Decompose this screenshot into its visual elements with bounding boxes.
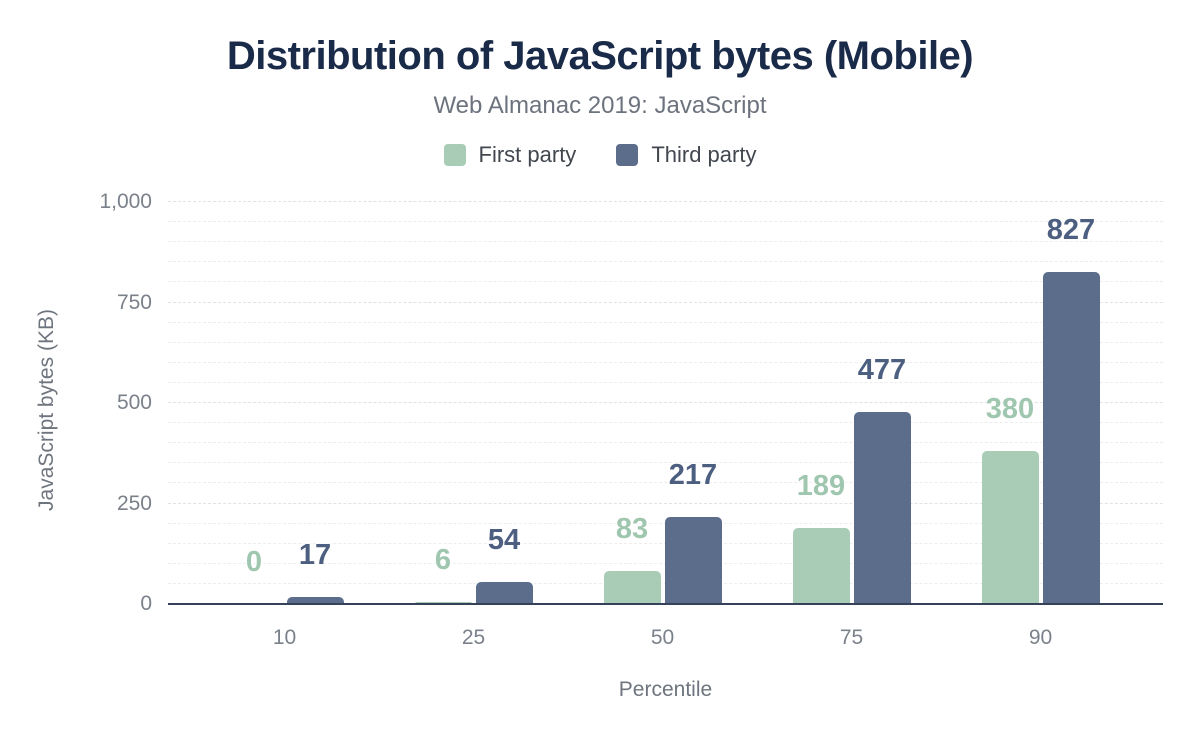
gridline <box>168 341 1163 343</box>
gridline <box>168 422 1163 424</box>
chart-title: Distribution of JavaScript bytes (Mobile… <box>226 34 974 78</box>
bar-value-label: 6 <box>434 543 452 576</box>
bar <box>1042 271 1100 604</box>
gridline <box>168 381 1163 383</box>
bar-value-label: 380 <box>985 393 1035 426</box>
x-tick-label: 50 <box>650 626 675 649</box>
bar <box>603 570 661 604</box>
gridline <box>168 321 1163 323</box>
gridline <box>168 442 1163 444</box>
bar-pair: 0 17 <box>190 202 379 604</box>
bar-column: 17 <box>286 202 344 604</box>
gridline <box>168 482 1163 484</box>
gridline <box>168 201 1163 202</box>
plot-bands: 0 17 10 6 54 25 83 217 50 189 477 75 380 827 90 <box>190 202 1135 649</box>
y-tick-label: 1,000 <box>99 190 152 213</box>
gridline <box>168 301 1163 303</box>
x-axis-line <box>168 603 1163 605</box>
bar <box>853 412 911 604</box>
category-group: 83 217 50 <box>568 202 757 649</box>
gridline <box>168 402 1163 403</box>
legend-item: First party <box>443 142 577 168</box>
legend: First party Third party <box>0 142 1200 168</box>
bar-column: 0 <box>226 202 283 604</box>
bar <box>414 601 472 604</box>
bar <box>286 597 344 604</box>
bar-value-label: 54 <box>487 524 521 557</box>
gridline <box>168 462 1163 464</box>
bar-column: 189 <box>792 202 850 604</box>
gridline <box>168 361 1163 363</box>
bar-value-label: 217 <box>668 458 718 491</box>
legend-swatch <box>616 144 639 166</box>
y-tick-label: 500 <box>116 391 152 414</box>
bar-value-label: 17 <box>298 539 332 572</box>
bar-pair: 83 217 <box>568 202 757 604</box>
y-tick-label: 750 <box>116 290 152 314</box>
bar <box>792 528 850 604</box>
gridline <box>168 502 1163 504</box>
bar-column: 217 <box>664 202 722 604</box>
gridline <box>168 281 1163 283</box>
bar-column: 827 <box>1042 202 1100 604</box>
x-tick-label: 25 <box>461 626 486 649</box>
bar-value-label: 827 <box>1046 213 1096 246</box>
bar-column: 477 <box>853 202 911 604</box>
category-group: 189 477 75 <box>757 202 946 649</box>
x-tick-label: 75 <box>839 626 864 649</box>
bar-pair: 380 827 <box>946 202 1135 604</box>
bar-column: 6 <box>414 202 472 604</box>
chart-subtitle: Web Almanac 2019: JavaScript <box>433 92 767 119</box>
y-axis-ticks: 0 250 500 750 1,000 <box>0 190 152 615</box>
bar <box>664 516 722 604</box>
y-tick-label: 250 <box>116 491 152 515</box>
plot-area: 0 17 10 6 54 25 83 217 50 189 477 75 380 827 90 <box>168 201 1163 649</box>
bar-value-label: 0 <box>245 546 263 578</box>
gridline <box>168 221 1163 223</box>
bar <box>981 451 1039 604</box>
gridline <box>168 241 1163 243</box>
x-tick-label: 90 <box>1028 626 1053 649</box>
y-tick-label: 0 <box>140 592 152 615</box>
legend-swatch <box>443 144 466 166</box>
x-tick-label: 10 <box>272 626 297 649</box>
bar-pair: 189 477 <box>757 202 946 604</box>
gridline <box>168 261 1163 263</box>
category-group: 6 54 25 <box>379 202 568 649</box>
legend-label: First party <box>478 142 577 167</box>
category-group: 380 827 90 <box>946 202 1135 649</box>
bar <box>475 582 533 604</box>
bar-pair: 6 54 <box>379 202 568 604</box>
bar-value-label: 477 <box>857 354 907 387</box>
bar-column: 380 <box>981 202 1039 604</box>
category-group: 0 17 10 <box>190 202 379 649</box>
x-axis-title: Percentile <box>618 678 713 701</box>
bar-column: 54 <box>475 202 533 604</box>
bar-column: 83 <box>603 202 661 604</box>
bar-value-label: 83 <box>615 512 649 545</box>
legend-item: Third party <box>616 142 756 168</box>
bar-value-label: 189 <box>796 470 846 503</box>
legend-label: Third party <box>651 142 757 167</box>
